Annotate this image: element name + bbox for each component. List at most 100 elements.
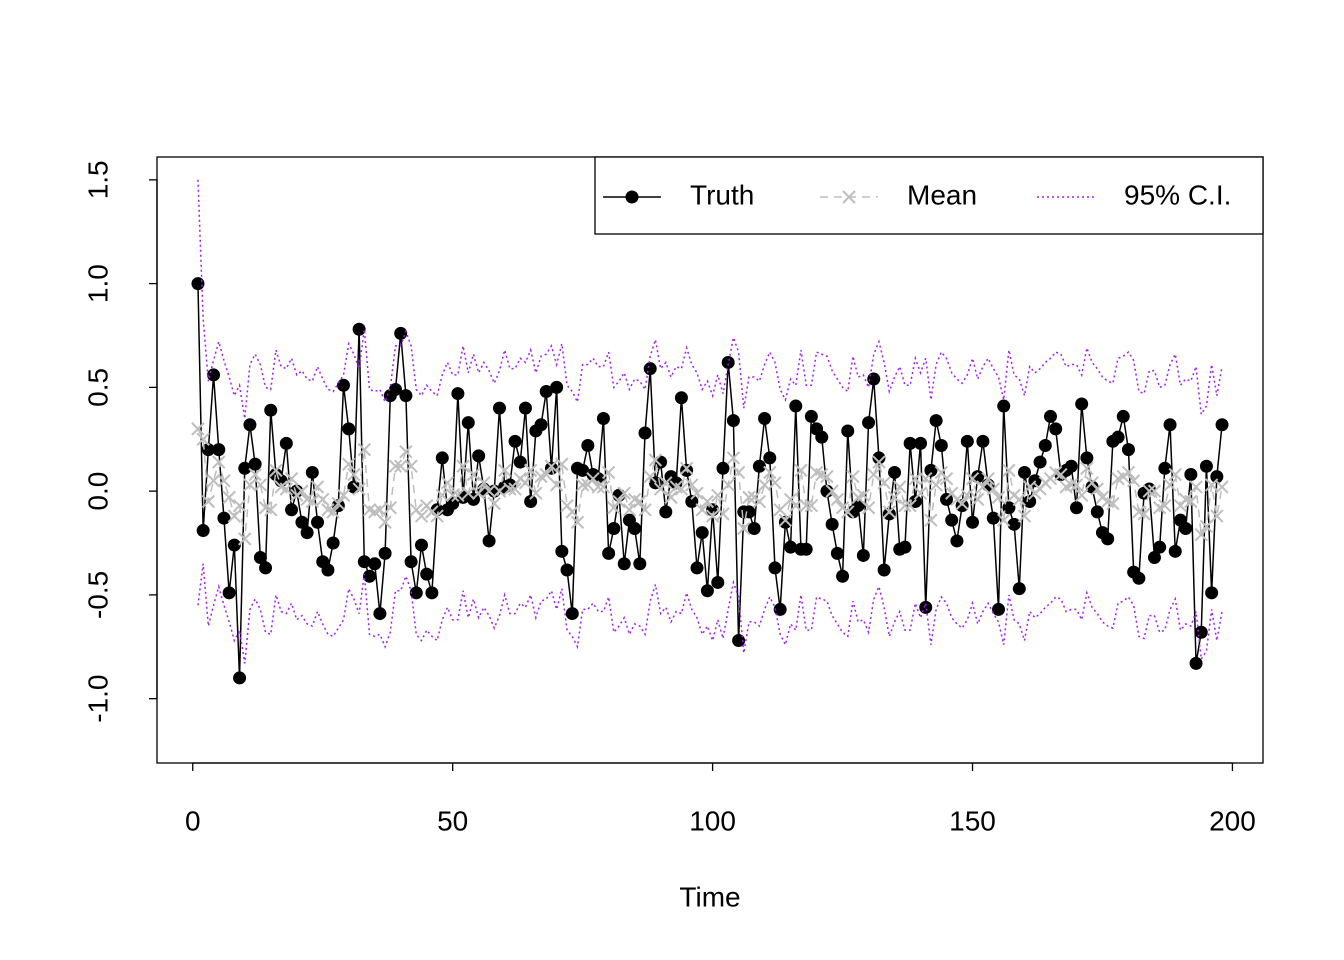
truth-point [321,563,335,577]
x-tick-label: 50 [437,805,468,836]
truth-point [934,438,948,452]
mean-marker [612,494,626,509]
truth-point [924,463,938,477]
mean-marker [789,498,803,513]
mean-marker [996,513,1011,527]
truth-point [763,451,777,465]
truth-point [207,368,221,382]
mean-marker [778,513,793,527]
truth-point [1023,495,1037,509]
truth-point [643,362,657,376]
mean-marker [357,442,372,457]
mean-marker [705,509,720,523]
mean-marker [305,494,320,509]
mean-marker [711,488,725,502]
truth-point [414,538,428,552]
truth-point [513,455,527,469]
mean-marker [726,451,741,465]
mean-marker [804,498,819,513]
mean-marker [310,480,325,494]
mean-marker [456,459,470,473]
y-tick-label: -1.0 [82,675,113,723]
truth-point [311,515,325,529]
mean-marker [570,515,585,529]
truth-point [976,434,990,448]
truth-point [373,607,387,621]
x-tick-label: 200 [1209,805,1256,836]
mean-marker [243,478,257,492]
mean-marker [799,498,813,513]
mean-marker [971,492,985,507]
mean-marker [451,488,465,502]
truth-point [201,443,215,457]
mean-marker [1090,482,1104,496]
mean-marker [939,471,954,486]
mean-marker [898,498,912,513]
mean-marker [1069,478,1084,492]
mean-marker [596,480,611,494]
truth-point [695,526,709,540]
mean-marker [284,471,299,486]
mean-marker [544,459,559,473]
mean-marker [248,467,262,482]
truth-point [492,401,506,415]
mean-marker [212,455,226,469]
mean-marker [1194,528,1208,542]
truth-point [1038,438,1052,452]
mean-marker [1080,461,1094,476]
truth-point [732,634,746,648]
truth-point [997,399,1011,413]
truth-point [1090,505,1104,519]
mean-marker [539,467,553,482]
truth-point [862,416,876,430]
truth-point [461,416,475,430]
mean-marker [1126,474,1141,488]
y-tick-label: -0.5 [82,571,113,619]
legend-marker [625,190,639,204]
mean-marker [1168,467,1182,482]
mean-marker [1012,492,1027,507]
mean-marker [773,503,787,517]
truth-point [352,322,366,336]
ci-lower-line [197,563,1223,664]
truth-point [1184,468,1198,482]
mean-marker [976,480,990,494]
mean-marker [1163,478,1177,492]
truth-point [404,555,418,569]
truth-point [227,538,241,552]
truth-point [607,521,621,535]
mean-marker [518,476,533,490]
truth-point [617,557,631,571]
mean-marker [352,482,366,496]
mean-marker [492,484,507,498]
truth-point [726,414,740,428]
truth-point [966,515,980,529]
truth-point [877,563,891,577]
mean-marker [331,496,346,511]
truth-point [1007,517,1021,531]
legend-label: Truth [690,179,754,210]
truth-point [363,569,377,583]
truth-point [446,497,460,511]
truth-point [524,495,538,509]
mean-marker [757,478,772,492]
truth-point [986,511,1000,525]
mean-marker [487,496,501,511]
truth-point [1194,625,1208,639]
truth-point [576,463,590,477]
mean-marker [523,463,538,478]
truth-point [633,557,647,571]
truth-point [1147,551,1161,565]
truth-point [758,411,772,425]
truth-point [1189,656,1203,670]
mean-marker [913,486,928,500]
mean-marker [206,474,221,488]
mean-marker [232,498,247,513]
truth-point [420,567,434,581]
mean-marker [1158,498,1172,513]
truth-point [217,511,231,525]
mean-marker [575,478,590,492]
mean-marker [326,505,340,519]
mean-marker [742,490,756,505]
mean-marker [622,503,637,517]
